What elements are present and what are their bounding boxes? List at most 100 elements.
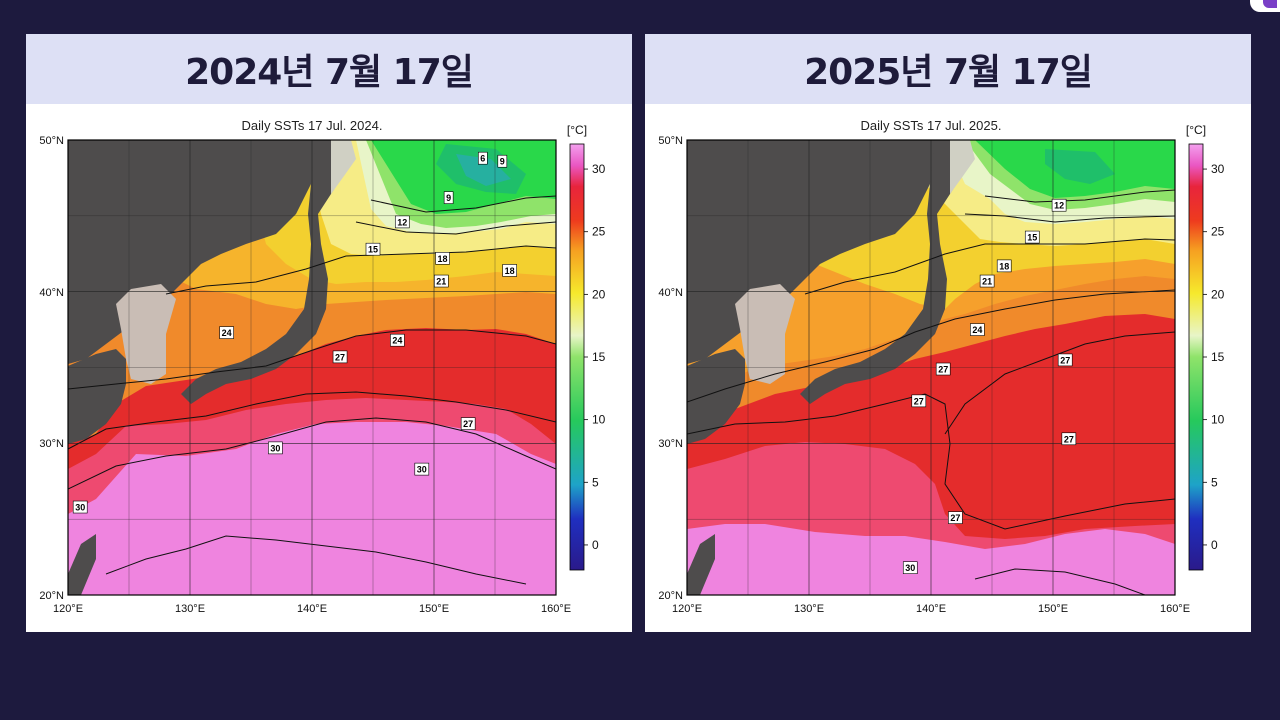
contour-label: 27 bbox=[911, 394, 927, 408]
contour-label: 18 bbox=[996, 259, 1012, 273]
contour-label: 18 bbox=[502, 264, 517, 277]
colorbar-ticks: 30 25 20 15 10 5 0 bbox=[584, 162, 606, 552]
contour-label-text: 18 bbox=[999, 261, 1009, 271]
contour-label-text: 27 bbox=[1064, 434, 1074, 444]
contour-label-text: 21 bbox=[436, 277, 446, 287]
contour-label: 6 bbox=[477, 151, 488, 165]
colorbar: [°C] 30 25 20 15 10 5 0 bbox=[1186, 123, 1225, 571]
lon-tick: 140°E bbox=[297, 603, 327, 615]
contour-lines bbox=[68, 195, 556, 585]
lon-tick: 120°E bbox=[53, 603, 83, 615]
lat-tick: 40°N bbox=[39, 287, 64, 299]
lon-tick: 130°E bbox=[794, 603, 824, 615]
contour-label: 27 bbox=[948, 511, 963, 524]
contour-label-text: 30 bbox=[270, 443, 280, 453]
contour-label: 15 bbox=[365, 242, 381, 256]
contour-label: 12 bbox=[1051, 198, 1067, 212]
contour-label-text: 18 bbox=[438, 254, 448, 264]
contour-label: 21 bbox=[434, 274, 449, 288]
map-title: Daily SSTs 17 Jul. 2024. bbox=[242, 118, 383, 133]
contour-label-text: 24 bbox=[972, 325, 982, 335]
colorbar-tick-label: 5 bbox=[592, 475, 599, 489]
contour-label-text: 27 bbox=[938, 365, 948, 375]
contour-label-text: 12 bbox=[1054, 201, 1064, 211]
sst-map-2025: Daily SSTs 17 Jul. 2025. bbox=[658, 118, 1225, 615]
colorbar-ticks: 30 25 20 15 10 5 0 bbox=[1203, 162, 1225, 552]
map-title: Daily SSTs 17 Jul. 2025. bbox=[861, 118, 1002, 133]
contour-label: 30 bbox=[268, 441, 283, 455]
lon-tick: 120°E bbox=[672, 603, 702, 615]
lat-tick: 50°N bbox=[658, 135, 683, 147]
contour-label-text: 27 bbox=[335, 352, 345, 362]
colorbar-tick-label: 25 bbox=[1211, 225, 1225, 239]
map-frame bbox=[67, 139, 557, 596]
colorbar: [°C] 30 25 20 15 10 5 0 bbox=[567, 123, 606, 571]
panel-2024: 2024년 7월 17일 Daily SSTs 17 Jul. 2024. bbox=[26, 34, 632, 632]
contour-label: 27 bbox=[1061, 432, 1077, 446]
lat-axis: 50°N 40°N 30°N 20°N bbox=[658, 135, 683, 602]
contour-label: 24 bbox=[390, 333, 405, 347]
corner-badge bbox=[1250, 0, 1280, 12]
contour-label-text: 30 bbox=[75, 503, 85, 513]
contour-label: 27 bbox=[332, 350, 348, 364]
sst-map-2024: Daily SSTs 17 Jul. 2024. bbox=[39, 118, 606, 615]
contour-label-text: 27 bbox=[914, 396, 924, 406]
contour-label: 9 bbox=[443, 191, 454, 204]
colorbar-tick-label: 5 bbox=[1211, 475, 1218, 489]
graticule bbox=[687, 140, 1175, 595]
contour-label-text: 9 bbox=[500, 157, 505, 167]
colorbar-unit: [°C] bbox=[567, 123, 587, 137]
contour-label-text: 30 bbox=[905, 563, 915, 573]
contour-label: 30 bbox=[72, 500, 88, 514]
lon-tick: 150°E bbox=[1038, 603, 1068, 615]
colorbar-tick-label: 0 bbox=[592, 538, 599, 552]
contour-labels: 12 15 18 21 24 27 27 27 27 27 30 bbox=[902, 198, 1077, 575]
colorbar-tick-label: 10 bbox=[592, 413, 606, 427]
contour-label: 15 bbox=[1024, 230, 1040, 244]
colorbar-tick-label: 30 bbox=[1211, 162, 1225, 176]
colorbar-tick-label: 10 bbox=[1211, 413, 1225, 427]
lon-tick: 160°E bbox=[541, 603, 571, 615]
lat-axis: 50°N 40°N 30°N 20°N bbox=[39, 135, 64, 602]
lat-tick: 20°N bbox=[658, 590, 683, 602]
lon-tick: 150°E bbox=[419, 603, 449, 615]
contour-label-text: 15 bbox=[1027, 233, 1037, 243]
map-frame bbox=[686, 139, 1176, 596]
colorbar-tick-label: 25 bbox=[592, 225, 606, 239]
contour-label: 27 bbox=[460, 417, 476, 430]
contour-labels: 6 9 9 12 15 18 18 21 24 24 27 27 30 30 30 bbox=[72, 151, 517, 514]
panel-2025: 2025년 7월 17일 Daily SSTs 17 Jul. 2025. bbox=[645, 34, 1251, 632]
lon-tick: 140°E bbox=[916, 603, 946, 615]
contour-label-text: 27 bbox=[463, 419, 473, 429]
colorbar-unit: [°C] bbox=[1186, 123, 1206, 137]
contour-label-text: 15 bbox=[368, 245, 378, 255]
contour-label-text: 12 bbox=[397, 217, 407, 227]
colorbar-tick-label: 0 bbox=[1211, 538, 1218, 552]
lon-axis: 120°E 130°E 140°E 150°E 160°E bbox=[53, 603, 571, 615]
contour-label: 27 bbox=[1057, 353, 1073, 367]
contour-label: 24 bbox=[219, 326, 234, 339]
panel-heading: 2025년 7월 17일 bbox=[645, 34, 1251, 104]
lat-tick: 30°N bbox=[658, 438, 683, 450]
contour-label: 12 bbox=[394, 215, 410, 229]
lon-tick: 160°E bbox=[1160, 603, 1190, 615]
contour-label: 21 bbox=[979, 274, 995, 288]
lon-axis: 120°E 130°E 140°E 150°E 160°E bbox=[672, 603, 1190, 615]
colorbar-tick-label: 15 bbox=[592, 350, 606, 364]
lat-tick: 20°N bbox=[39, 590, 64, 602]
contour-label-text: 24 bbox=[222, 328, 232, 338]
colorbar-tick-label: 20 bbox=[1211, 287, 1225, 301]
contour-label-text: 9 bbox=[446, 193, 451, 203]
colorbar-tick-label: 15 bbox=[1211, 350, 1225, 364]
contour-label-text: 6 bbox=[480, 154, 485, 164]
contour-label: 9 bbox=[497, 154, 508, 168]
lat-tick: 50°N bbox=[39, 135, 64, 147]
contour-label-text: 27 bbox=[1060, 355, 1070, 365]
contour-label: 18 bbox=[435, 252, 450, 265]
contour-label: 27 bbox=[935, 362, 951, 376]
lon-tick: 130°E bbox=[175, 603, 205, 615]
contour-label-text: 21 bbox=[982, 277, 992, 287]
graticule bbox=[68, 140, 556, 595]
colorbar-tick-label: 30 bbox=[592, 162, 606, 176]
panel-heading: 2024년 7월 17일 bbox=[26, 34, 632, 104]
